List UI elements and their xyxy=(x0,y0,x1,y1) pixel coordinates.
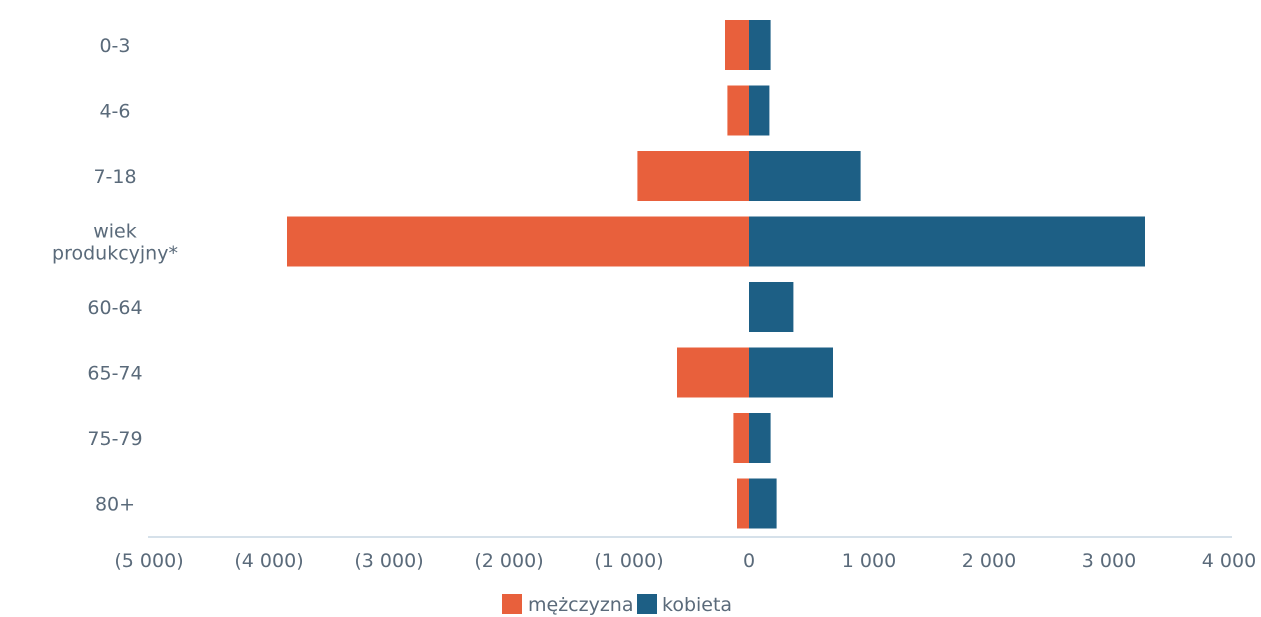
category-label-line: 60-64 xyxy=(87,297,142,319)
x-tick-label-3: (2 000) xyxy=(474,550,543,572)
x-tick-label-5: 0 xyxy=(743,550,755,572)
bar-female-2 xyxy=(749,151,861,201)
legend: mężczyzna kobieta xyxy=(502,594,732,616)
bar-female-4 xyxy=(749,282,794,332)
bars-group xyxy=(287,20,1145,529)
category-label-1: 4-6 xyxy=(99,101,130,123)
category-label-5: 65-74 xyxy=(87,363,142,385)
bar-female-3 xyxy=(749,216,1145,267)
x-tick-label-4: (1 000) xyxy=(594,550,663,572)
bar-male-7 xyxy=(737,478,749,529)
category-label-4: 60-64 xyxy=(87,297,142,319)
category-label-line: 0-3 xyxy=(99,35,130,57)
legend-item-female-label: kobieta xyxy=(662,594,732,616)
bar-male-2 xyxy=(637,151,749,201)
bar-female-6 xyxy=(749,413,771,463)
x-tick-label-9: 4 000 xyxy=(1202,550,1256,572)
x-tick-labels: (5 000) (4 000) (3 000) (2 000) (1 000) 0 1 00… xyxy=(114,550,1256,572)
bar-female-1 xyxy=(749,85,770,136)
category-label-line: wiek xyxy=(93,221,137,243)
bar-female-5 xyxy=(749,347,833,398)
x-tick-label-0: (5 000) xyxy=(114,550,183,572)
bar-male-5 xyxy=(677,347,749,398)
bar-female-7 xyxy=(749,478,777,529)
category-label-line: 80+ xyxy=(95,494,135,516)
bar-male-1 xyxy=(727,85,749,136)
category-label-line: produkcyjny* xyxy=(52,243,178,265)
category-label-3: wiek produkcyjny* xyxy=(52,221,178,265)
category-label-line: 75-79 xyxy=(87,428,142,450)
bar-male-6 xyxy=(733,413,749,463)
category-label-line: 4-6 xyxy=(99,101,130,123)
x-tick-label-2: (3 000) xyxy=(354,550,423,572)
bar-male-3 xyxy=(287,216,749,267)
category-label-line: 7-18 xyxy=(93,166,136,188)
category-labels: 0-3 4-6 7-18 wiek produkcyjny* 60-64 65-74 75-7… xyxy=(52,35,178,516)
x-tick-label-6: 1 000 xyxy=(842,550,896,572)
category-label-2: 7-18 xyxy=(93,166,136,188)
category-label-0: 0-3 xyxy=(99,35,130,57)
x-tick-label-7: 2 000 xyxy=(962,550,1016,572)
category-label-6: 75-79 xyxy=(87,428,142,450)
category-label-line: 65-74 xyxy=(87,363,142,385)
x-tick-label-8: 3 000 xyxy=(1082,550,1136,572)
legend-item-female-swatch xyxy=(637,594,657,614)
legend-item-male-label: mężczyzna xyxy=(528,594,634,616)
bar-male-0 xyxy=(725,20,749,70)
x-tick-label-1: (4 000) xyxy=(234,550,303,572)
category-label-7: 80+ xyxy=(95,494,135,516)
bar-female-0 xyxy=(749,20,771,70)
legend-item-male-swatch xyxy=(502,594,522,614)
